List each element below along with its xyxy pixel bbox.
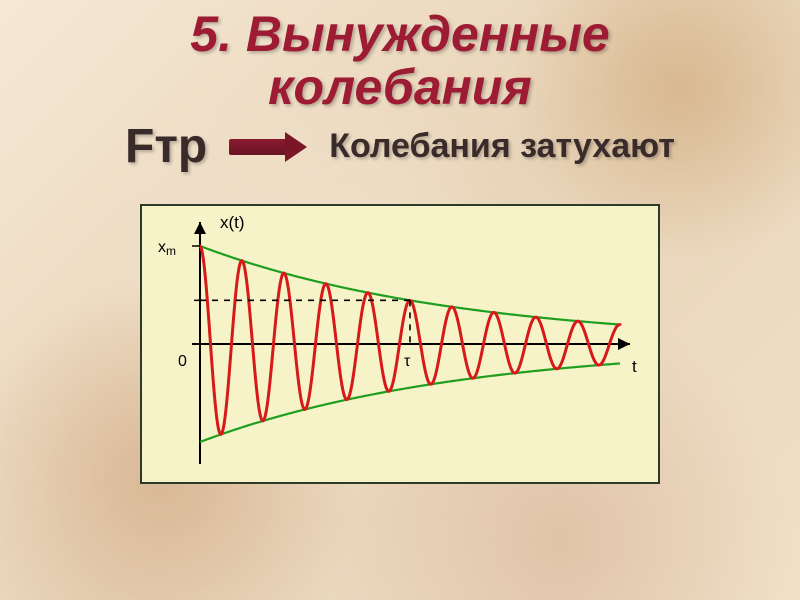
svg-text:x(t): x(t): [220, 213, 245, 232]
svg-text:τ: τ: [404, 353, 411, 370]
svg-text:0: 0: [178, 353, 187, 370]
ftr-label: Fтр: [125, 119, 207, 174]
damped-oscillation-chart: x(t)t0τxm: [140, 204, 660, 484]
svg-text:t: t: [632, 357, 637, 376]
arrow-icon: [229, 132, 307, 162]
subtitle-label: Колебания затухают: [329, 127, 675, 166]
title-line2: колебания: [268, 59, 532, 115]
title-line1: 5. Вынужденные: [190, 6, 609, 62]
